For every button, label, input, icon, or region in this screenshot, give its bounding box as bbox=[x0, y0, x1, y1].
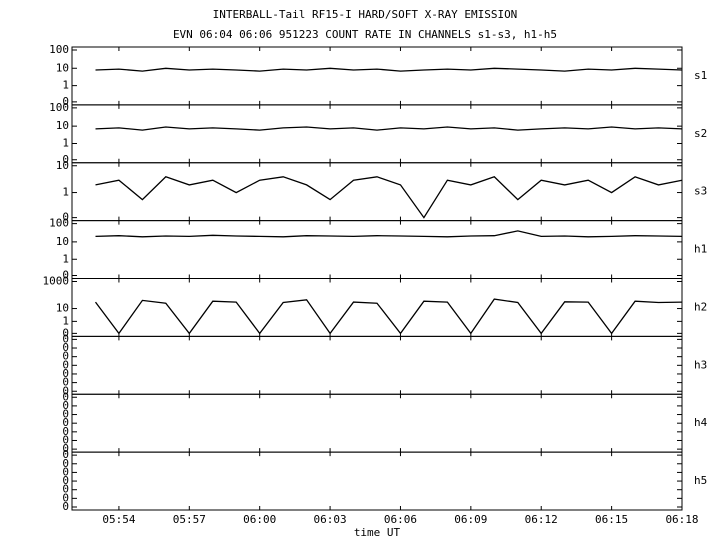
series-line bbox=[95, 176, 683, 219]
panel-frame bbox=[71, 335, 683, 395]
y-tick-label: 0 bbox=[62, 457, 69, 470]
panel-label: h3 bbox=[694, 358, 707, 371]
y-tick-label: 0 bbox=[62, 390, 69, 403]
y-tick-label: 0 bbox=[62, 326, 69, 339]
y-tick-label: 0 bbox=[62, 474, 69, 487]
y-tick-label: 0 bbox=[62, 376, 69, 389]
y-tick-label: 10 bbox=[56, 235, 69, 248]
panel-frame bbox=[71, 46, 683, 106]
y-tick-label: 0 bbox=[62, 465, 69, 478]
y-tick-label: 1 bbox=[62, 137, 69, 150]
panel-label: h5 bbox=[694, 474, 707, 487]
x-tick-label: 06:03 bbox=[314, 513, 347, 526]
x-axis-label: time UT bbox=[354, 526, 401, 539]
y-tick-label: 0 bbox=[62, 95, 69, 108]
panel-label: s2 bbox=[694, 127, 707, 140]
y-tick-label: 0 bbox=[62, 483, 69, 496]
panel-label: h4 bbox=[694, 416, 708, 429]
panel-label: s1 bbox=[694, 69, 707, 82]
panel-frame bbox=[71, 278, 683, 337]
chart-title: INTERBALL-Tail RF15-I HARD/SOFT X-RAY EM… bbox=[213, 8, 518, 21]
panel-label: s3 bbox=[694, 185, 707, 198]
series-line bbox=[95, 230, 683, 238]
y-tick-label: 0 bbox=[62, 332, 69, 345]
chart-subtitle: EVN 06:04 06:06 951223 COUNT RATE IN CHA… bbox=[173, 28, 557, 41]
panel-frame bbox=[71, 393, 683, 453]
panel-frame bbox=[71, 104, 683, 164]
y-tick-label: 0 bbox=[62, 408, 69, 421]
x-tick-label: 05:54 bbox=[102, 513, 135, 526]
y-tick-label: 0 bbox=[62, 500, 69, 513]
y-tick-label: 10 bbox=[56, 302, 69, 315]
x-tick-label: 06:00 bbox=[243, 513, 276, 526]
series-line bbox=[95, 126, 683, 131]
y-tick-label: 0 bbox=[62, 269, 69, 282]
y-tick-label: 0 bbox=[62, 153, 69, 166]
y-tick-label: 1000 bbox=[43, 275, 70, 288]
y-tick-label: 0 bbox=[62, 416, 69, 429]
y-tick-label: 100 bbox=[49, 217, 69, 230]
y-tick-label: 0 bbox=[62, 433, 69, 446]
y-tick-label: 0 bbox=[62, 442, 69, 455]
x-tick-label: 06:12 bbox=[525, 513, 558, 526]
y-tick-label: 0 bbox=[62, 384, 69, 397]
panel-frame bbox=[71, 162, 683, 222]
y-tick-label: 1 bbox=[62, 314, 69, 327]
y-tick-label: 100 bbox=[49, 43, 69, 56]
y-tick-label: 100 bbox=[49, 101, 69, 114]
series-line bbox=[95, 67, 683, 72]
y-tick-label: 0 bbox=[62, 425, 69, 438]
y-tick-label: 10 bbox=[56, 61, 69, 74]
y-tick-label: 0 bbox=[62, 358, 69, 371]
y-tick-label: 0 bbox=[62, 448, 69, 461]
y-tick-label: 0 bbox=[62, 491, 69, 504]
panel-frame bbox=[71, 220, 683, 279]
panel-label: h1 bbox=[694, 243, 707, 256]
y-tick-label: 0 bbox=[62, 341, 69, 354]
panel-frame bbox=[71, 451, 683, 511]
panel-label: h2 bbox=[694, 300, 707, 313]
y-tick-label: 0 bbox=[62, 350, 69, 363]
x-tick-label: 05:57 bbox=[173, 513, 206, 526]
x-tick-label: 06:15 bbox=[595, 513, 628, 526]
x-tick-label: 06:18 bbox=[665, 513, 698, 526]
y-tick-label: 10 bbox=[56, 119, 69, 132]
x-tick-label: 06:06 bbox=[384, 513, 417, 526]
y-tick-label: 1 bbox=[62, 252, 69, 265]
y-tick-label: 1 bbox=[62, 186, 69, 199]
y-tick-label: 10 bbox=[56, 159, 69, 172]
y-tick-label: 0 bbox=[62, 399, 69, 412]
x-tick-label: 06:09 bbox=[454, 513, 487, 526]
y-tick-label: 0 bbox=[62, 367, 69, 380]
series-line bbox=[94, 298, 683, 335]
y-tick-label: 0 bbox=[62, 211, 69, 224]
y-tick-label: 1 bbox=[62, 79, 69, 92]
